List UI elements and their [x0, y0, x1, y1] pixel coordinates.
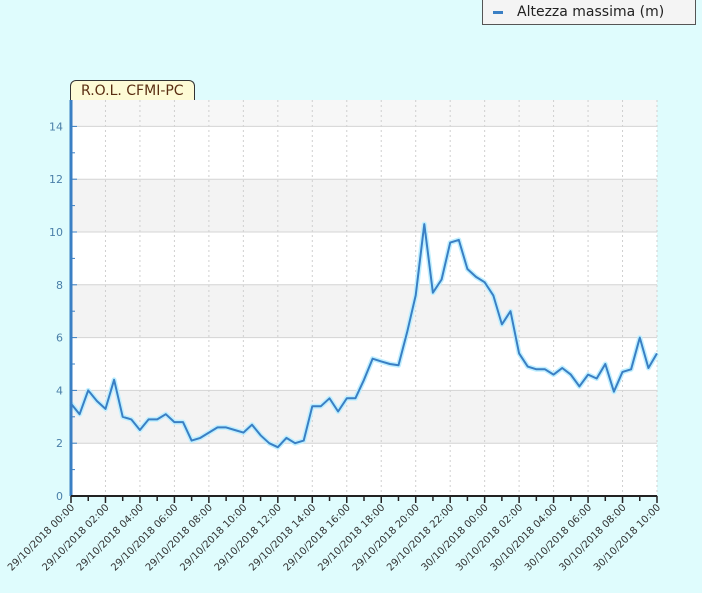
- svg-text:29/10/2018 14:00: 29/10/2018 14:00: [247, 502, 318, 573]
- svg-text:29/10/2018 08:00: 29/10/2018 08:00: [144, 502, 215, 573]
- svg-text:4: 4: [56, 384, 63, 397]
- svg-text:6: 6: [56, 332, 63, 345]
- station-title-tab: R.O.L. CFMI-PC: [70, 80, 195, 101]
- svg-text:10: 10: [49, 226, 63, 239]
- svg-text:30/10/2018 02:00: 30/10/2018 02:00: [454, 502, 525, 573]
- legend[interactable]: Altezza massima (m): [482, 0, 696, 25]
- svg-text:29/10/2018 20:00: 29/10/2018 20:00: [351, 502, 422, 573]
- svg-text:29/10/2018 04:00: 29/10/2018 04:00: [75, 502, 146, 573]
- svg-text:0: 0: [56, 490, 63, 503]
- svg-text:14: 14: [49, 120, 63, 133]
- svg-text:12: 12: [49, 173, 63, 186]
- series-line-altezza-massima[interactable]: [70, 223, 658, 449]
- svg-text:29/10/2018 02:00: 29/10/2018 02:00: [40, 502, 111, 573]
- svg-text:30/10/2018 00:00: 30/10/2018 00:00: [420, 502, 491, 573]
- plot-bands: [71, 100, 657, 496]
- svg-text:29/10/2018 10:00: 29/10/2018 10:00: [178, 502, 249, 573]
- svg-text:8: 8: [56, 279, 63, 292]
- svg-text:30/10/2018 08:00: 30/10/2018 08:00: [557, 502, 628, 573]
- y-axis: 0 2 4 6 8 10 12 14: [49, 100, 77, 503]
- svg-text:29/10/2018 18:00: 29/10/2018 18:00: [316, 502, 387, 573]
- svg-text:29/10/2018 12:00: 29/10/2018 12:00: [213, 502, 284, 573]
- svg-text:29/10/2018 22:00: 29/10/2018 22:00: [385, 502, 456, 573]
- svg-text:30/10/2018 04:00: 30/10/2018 04:00: [489, 502, 560, 573]
- svg-text:30/10/2018 10:00: 30/10/2018 10:00: [592, 502, 663, 573]
- svg-text:29/10/2018 00:00: 29/10/2018 00:00: [6, 502, 77, 573]
- svg-text:2: 2: [56, 437, 63, 450]
- svg-text:29/10/2018 16:00: 29/10/2018 16:00: [282, 502, 353, 573]
- svg-text:29/10/2018 06:00: 29/10/2018 06:00: [109, 502, 180, 573]
- horizontal-grid: [71, 125, 657, 444]
- legend-label: Altezza massima (m): [517, 4, 665, 20]
- svg-text:30/10/2018 06:00: 30/10/2018 06:00: [523, 502, 594, 573]
- legend-line-icon: [493, 10, 503, 14]
